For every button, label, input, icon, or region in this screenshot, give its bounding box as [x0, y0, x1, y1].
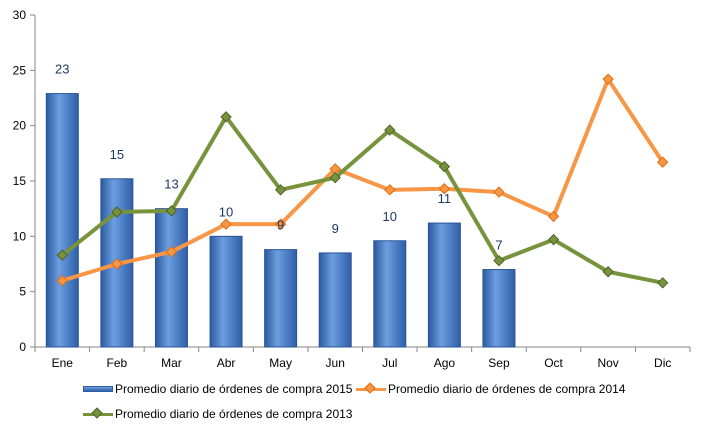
- line-point: [493, 186, 505, 198]
- line-point: [56, 274, 68, 287]
- x-tick-label: Jun: [326, 356, 345, 370]
- legend-item-2013: Promedio diario de órdenes de compra 201…: [83, 407, 352, 421]
- bar: [154, 208, 188, 348]
- data-label: 10: [383, 209, 397, 224]
- line-point: [547, 210, 560, 223]
- y-tick-label: 0: [19, 340, 26, 354]
- data-label: 15: [110, 147, 124, 162]
- x-tick-label: Sep: [488, 356, 510, 370]
- line-point: [547, 233, 560, 246]
- line-point: [274, 218, 287, 230]
- y-tick-label: 10: [13, 229, 27, 243]
- line-point: [602, 73, 614, 85]
- legend-label-2014: Promedio diario de órdenes de compra 201…: [388, 382, 626, 396]
- x-tick-label: Nov: [597, 356, 618, 370]
- line-point: [602, 266, 614, 278]
- legend-item-2015: Promedio diario de órdenes de compra 201…: [83, 382, 352, 396]
- x-tick-label: Ene: [52, 356, 74, 370]
- line-series: [56, 73, 669, 289]
- x-tick-label: May: [269, 356, 292, 370]
- line-point: [274, 184, 287, 196]
- bar: [373, 240, 407, 348]
- x-tick-label: Mar: [161, 356, 182, 370]
- bar: [482, 269, 516, 348]
- line-point: [165, 205, 178, 217]
- x-tick-label: Abr: [217, 356, 236, 370]
- bar: [264, 249, 298, 348]
- line-point: [111, 206, 123, 218]
- legend-swatch-2015: [83, 383, 113, 395]
- x-tick-label: Ago: [434, 356, 456, 370]
- line-point: [220, 218, 232, 230]
- line-point: [438, 183, 451, 195]
- x-tick-label: Jul: [382, 356, 397, 370]
- data-label: 11: [438, 191, 452, 206]
- x-tick-label: Feb: [107, 356, 128, 370]
- line-point: [384, 184, 396, 196]
- bar: [427, 222, 461, 348]
- line-point: [220, 111, 232, 123]
- y-axis: 0 5 10 15 20 25 30: [13, 8, 36, 354]
- bar: [45, 93, 79, 348]
- line-point: [384, 124, 396, 136]
- y-tick-label: 5: [19, 285, 26, 299]
- data-label: 10: [219, 204, 233, 219]
- data-label: 23: [55, 62, 69, 77]
- line-point: [657, 277, 669, 289]
- bar: [318, 252, 352, 348]
- data-label: 13: [164, 177, 178, 192]
- y-tick-label: 20: [13, 119, 27, 133]
- y-tick-label: 30: [13, 8, 27, 22]
- legend-item-2014: Promedio diario de órdenes de compra 201…: [356, 382, 625, 396]
- line-point: [56, 249, 68, 261]
- legend-label-2013: Promedio diario de órdenes de compra 201…: [115, 407, 353, 421]
- legend-swatch-2013: [83, 407, 113, 420]
- bar: [209, 235, 243, 348]
- data-label: 7: [495, 238, 502, 253]
- line-point: [657, 156, 669, 168]
- y-tick-label: 25: [13, 63, 27, 77]
- x-tick-label: Oct: [544, 356, 563, 370]
- line-point: [438, 160, 451, 173]
- x-tick-label: Dic: [654, 356, 671, 370]
- series-line-1: [61, 77, 665, 283]
- series-line-2: [61, 114, 664, 285]
- data-labels: 23 15 13 10 9 9 10 11 7: [55, 62, 503, 253]
- line-point: [329, 171, 341, 184]
- x-axis: Ene Feb Mar Abr May Jun Jul Ago Sep Oct Nov Dic: [34, 346, 691, 370]
- data-label: 9: [277, 218, 284, 233]
- line-point: [165, 246, 178, 258]
- y-tick-label: 15: [13, 174, 27, 188]
- line-point: [111, 258, 123, 270]
- legend-label-2015: Promedio diario de órdenes de compra 201…: [115, 382, 353, 396]
- line-point: [493, 254, 505, 267]
- legend-swatch-2014: [356, 382, 386, 395]
- data-label: 9: [332, 221, 339, 236]
